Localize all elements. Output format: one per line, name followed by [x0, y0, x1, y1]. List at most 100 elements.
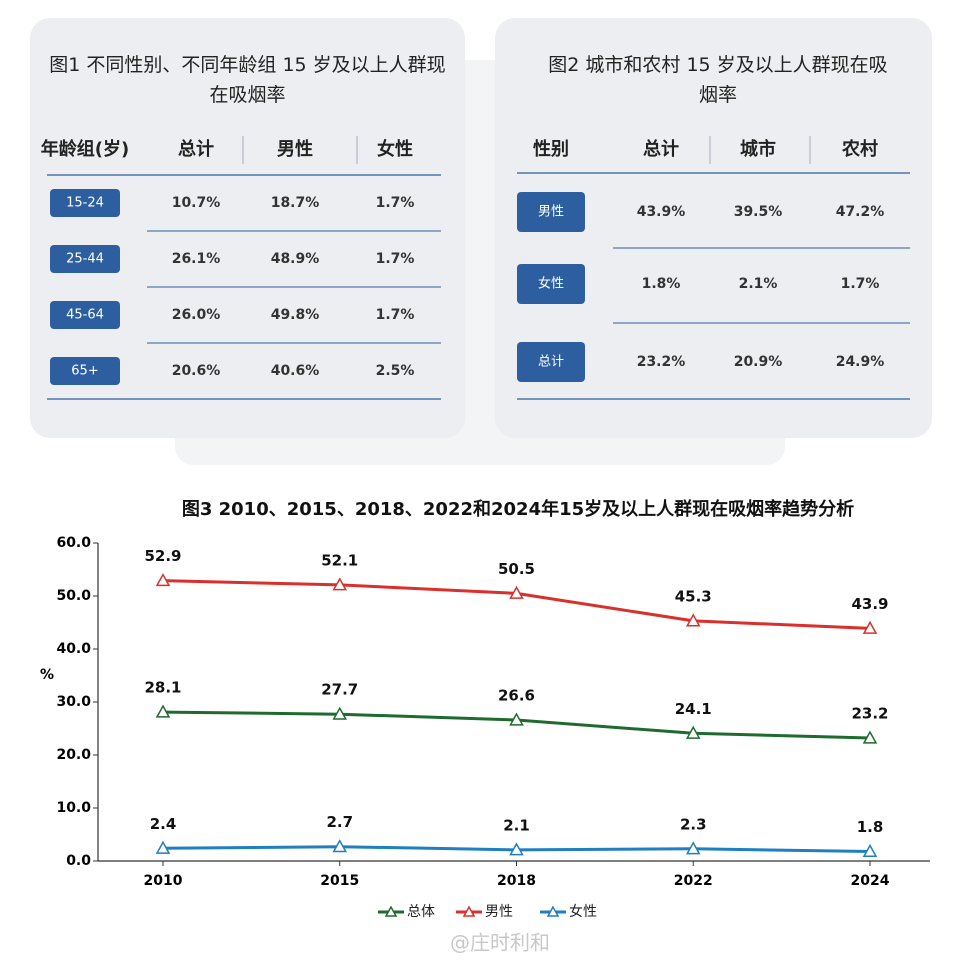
point-marker [155, 573, 171, 587]
legend-marker [384, 905, 398, 917]
y-tick-label: 0.0 [66, 853, 91, 869]
table-title: 图1 不同性别、不同年龄组 15 岁及以上人群现在吸烟率 [49, 54, 446, 106]
data-label: 52.9 [144, 547, 181, 565]
point-marker [155, 840, 171, 854]
header-cell: 总计 [643, 138, 679, 160]
header-cell: 男性 [277, 138, 313, 160]
chart-title: 图3 2010、2015、2018、2022和2024年15岁及以上人群现在吸烟… [182, 498, 854, 520]
table-title: 图2 城市和农村 15 岁及以上人群现在吸烟率 [548, 54, 888, 106]
header-cell: 农村 [841, 138, 878, 160]
cell: 1.7% [376, 307, 415, 323]
data-label: 45.3 [675, 587, 712, 605]
point-marker [332, 577, 348, 591]
cell: 20.6% [172, 363, 221, 379]
header-cell: 城市 [740, 138, 776, 160]
y-tick-label: 60.0 [56, 535, 91, 551]
cell: 18.7% [271, 195, 320, 211]
data-label: 2.3 [680, 815, 707, 833]
data-label: 24.1 [675, 700, 712, 718]
y-axis-label: % [40, 667, 54, 683]
row-label: 25-44 [66, 252, 104, 267]
row-label: 总计 [538, 355, 564, 370]
badge [50, 301, 120, 329]
cell: 1.8% [642, 276, 681, 292]
y-tick-label: 30.0 [56, 694, 91, 710]
x-tick-label: 2018 [497, 873, 536, 889]
cell: 2.1% [739, 276, 778, 292]
point-marker [509, 842, 524, 856]
cell: 39.5% [734, 204, 783, 220]
badge [517, 192, 585, 232]
cell: 23.2% [637, 354, 686, 370]
point-marker [862, 730, 878, 744]
cell: 20.9% [734, 354, 783, 370]
cell: 10.7% [172, 195, 221, 211]
legend-marker [462, 905, 476, 917]
row-label: 45-64 [66, 308, 104, 323]
cell: 2.5% [376, 363, 415, 379]
badge [50, 245, 120, 273]
header-cell: 年龄组(岁) [41, 138, 129, 160]
row-label: 15-24 [66, 196, 104, 211]
y-tick-label: 20.0 [56, 747, 91, 763]
data-label: 26.6 [498, 687, 535, 705]
data-label: 2.4 [150, 815, 177, 833]
cell: 26.0% [172, 307, 221, 323]
watermark: @庄时利和 [450, 931, 550, 955]
badge [517, 342, 585, 382]
badge [50, 357, 120, 385]
point-marker [862, 620, 878, 634]
header-cell: 总计 [178, 138, 214, 160]
data-label: 2.1 [503, 816, 530, 834]
data-label: 43.9 [851, 595, 888, 613]
cell: 48.9% [271, 251, 320, 267]
badge [50, 189, 120, 217]
header-cell: 女性 [377, 138, 413, 160]
cell: 24.9% [836, 354, 885, 370]
x-tick-label: 2022 [674, 873, 713, 889]
point-marker [509, 585, 524, 599]
point-marker [685, 725, 701, 739]
cell: 43.9% [637, 204, 686, 220]
x-tick-label: 2015 [320, 873, 359, 889]
x-tick-label: 2024 [851, 873, 890, 889]
legend-label: 总体 [407, 904, 435, 920]
row-label: 65+ [71, 364, 98, 379]
legend-label: 男性 [485, 904, 513, 920]
row-label: 男性 [538, 205, 564, 220]
point-marker [862, 843, 878, 858]
data-label: 27.7 [321, 681, 358, 699]
x-tick-label: 2010 [144, 873, 183, 889]
cell: 49.8% [271, 307, 320, 323]
point-marker [332, 706, 348, 720]
data-label: 28.1 [144, 679, 181, 697]
data-label: 2.7 [326, 813, 353, 831]
legend-marker [546, 905, 560, 917]
y-tick-label: 10.0 [56, 800, 91, 816]
badge [517, 264, 585, 304]
header-cell: 性别 [533, 138, 569, 160]
point-marker [685, 841, 701, 855]
legend-label: 女性 [569, 903, 597, 920]
point-marker [509, 712, 524, 726]
cell: 1.7% [841, 276, 880, 292]
card [495, 18, 932, 438]
y-tick-label: 40.0 [56, 641, 91, 657]
data-label: 50.5 [498, 560, 535, 578]
cell: 1.7% [376, 195, 415, 211]
data-label: 52.1 [321, 551, 358, 569]
cell: 1.7% [376, 251, 415, 267]
point-marker [685, 613, 701, 627]
point-marker [332, 839, 348, 853]
cell: 26.1% [172, 251, 221, 267]
row-label: 女性 [538, 276, 564, 292]
y-tick-label: 50.0 [56, 588, 91, 604]
point-marker [155, 704, 171, 718]
cell: 47.2% [836, 204, 885, 220]
card [30, 18, 465, 438]
data-label: 1.8 [857, 818, 884, 836]
data-label: 23.2 [851, 705, 888, 723]
cell: 40.6% [271, 363, 320, 379]
